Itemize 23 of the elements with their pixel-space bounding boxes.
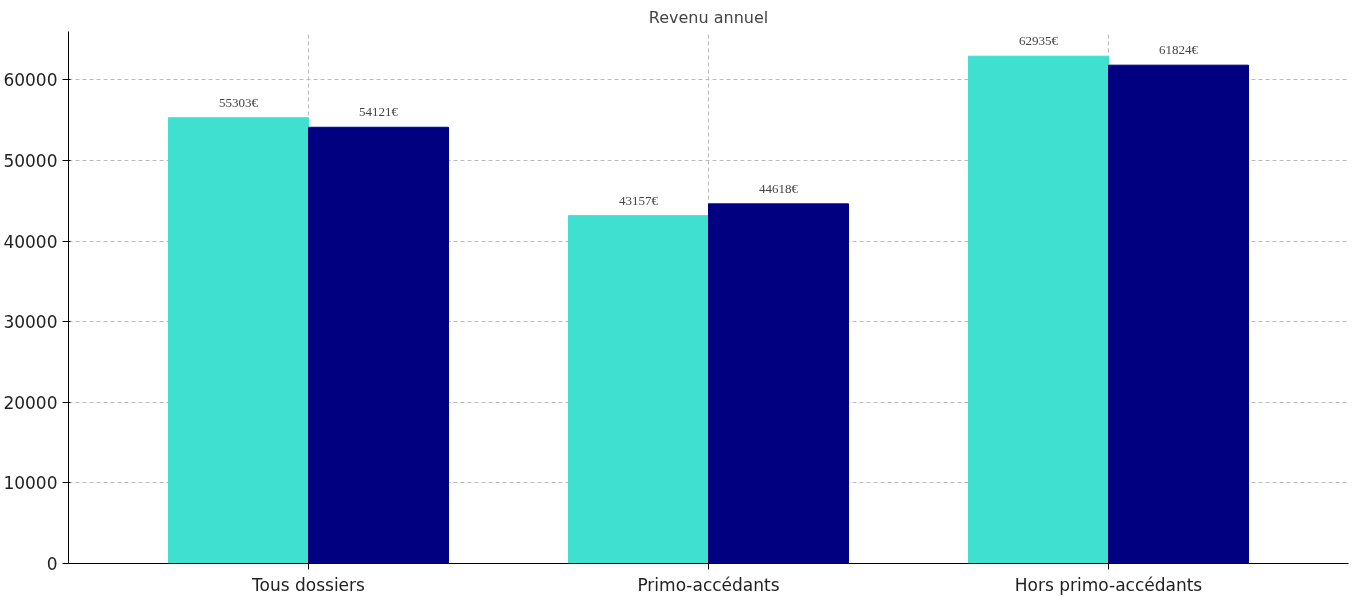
x-tick-label: Hors primo-accédants <box>1014 574 1203 595</box>
x-tick-label: Primo-accédants <box>637 574 780 595</box>
y-tick-label: 50000 <box>3 150 58 171</box>
bar <box>1108 64 1249 564</box>
bar <box>308 126 449 564</box>
y-tick-label: 10000 <box>3 473 58 494</box>
y-tick-label: 0 <box>46 554 58 574</box>
x-tick-label: Tous dossiers <box>251 574 366 595</box>
data-label: 55303€ <box>219 94 259 110</box>
data-label: 61824€ <box>1159 42 1199 58</box>
data-label: 43157€ <box>619 192 659 208</box>
bar <box>708 203 849 564</box>
y-tick-label: 20000 <box>3 392 58 413</box>
bar <box>168 117 309 564</box>
data-label: 62935€ <box>1019 33 1059 49</box>
chart-title: Revenu annuel <box>648 7 769 27</box>
y-tick-label: 30000 <box>3 312 58 333</box>
data-label: 44618€ <box>759 180 799 196</box>
y-tick-label: 60000 <box>3 70 58 91</box>
bar <box>568 215 709 564</box>
bar <box>968 55 1109 564</box>
y-tick-label: 40000 <box>3 231 58 252</box>
data-label: 54121€ <box>359 104 399 120</box>
